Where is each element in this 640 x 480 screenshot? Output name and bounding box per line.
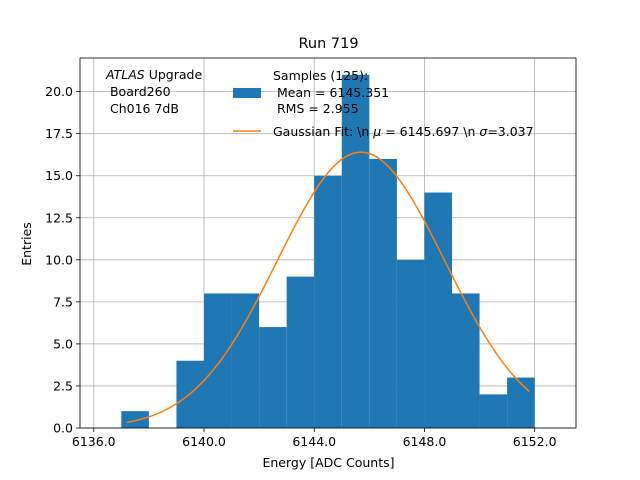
annotation-atlas: ATLAS bbox=[105, 67, 145, 82]
legend-fit-middle: = 6145.697 \n bbox=[381, 124, 479, 139]
y-tick-label: 0.0 bbox=[53, 421, 73, 436]
x-axis-ticks: 6136.0 6140.0 6144.0 6148.0 6152.0 bbox=[72, 428, 557, 449]
x-tick-label: 6140.0 bbox=[182, 434, 226, 449]
histogram-bar bbox=[314, 175, 342, 428]
histogram-bar bbox=[396, 259, 425, 428]
histogram-bar bbox=[452, 293, 480, 428]
annotation-line-1: ATLAS Upgrade bbox=[105, 67, 202, 82]
axes-frame bbox=[79, 57, 577, 429]
legend-fit-label: Gaussian Fit: \n μ = 6145.697 \n σ=3.037 bbox=[273, 124, 534, 139]
annotation-line-3: Ch016 7dB bbox=[106, 101, 179, 116]
legend-fit-suffix: =3.037 bbox=[487, 124, 533, 139]
y-axis-label: Entries bbox=[19, 222, 34, 266]
histogram-bars bbox=[121, 74, 535, 429]
y-tick-label: 12.5 bbox=[45, 210, 73, 225]
histogram-bar bbox=[231, 293, 260, 428]
gaussian-fit-layer bbox=[126, 151, 530, 424]
legend-fit-sigma: σ bbox=[479, 124, 488, 139]
legend: Samples (125): Mean = 6145.351 RMS = 2.9… bbox=[233, 68, 534, 139]
y-tick-label: 20.0 bbox=[45, 84, 73, 99]
histogram-bar bbox=[121, 411, 149, 428]
y-tick-label: 10.0 bbox=[45, 252, 73, 267]
y-tick-label: 5.0 bbox=[53, 336, 73, 351]
histogram-bar bbox=[341, 74, 370, 429]
y-tick-label: 2.5 bbox=[53, 378, 73, 393]
x-tick-label: 6136.0 bbox=[72, 434, 116, 449]
x-tick-label: 6152.0 bbox=[513, 434, 557, 449]
histogram-bar bbox=[424, 192, 452, 428]
x-axis-label: Energy [ADC Counts] bbox=[262, 455, 394, 470]
histogram-bar bbox=[204, 293, 232, 428]
y-tick-label: 7.5 bbox=[53, 294, 73, 309]
legend-hist-line-2: Mean = 6145.351 bbox=[273, 85, 389, 100]
histogram-bar bbox=[507, 377, 535, 428]
axes bbox=[79, 57, 577, 429]
chart-title: Run 719 bbox=[298, 36, 358, 52]
legend-hist-swatch bbox=[233, 88, 261, 98]
annotation-line-2: Board260 bbox=[106, 84, 171, 99]
legend-fit-mu: μ bbox=[372, 124, 381, 139]
histogram-bar bbox=[479, 394, 508, 428]
y-tick-label: 15.0 bbox=[45, 168, 73, 183]
histogram-bar bbox=[369, 158, 397, 428]
y-axis-ticks: 0.0 2.5 5.0 7.5 10.0 12.5 15.0 17.5 20.0 bbox=[45, 84, 80, 436]
gaussian-fit-curve bbox=[126, 151, 530, 424]
histogram-bar bbox=[286, 276, 315, 428]
legend-hist-line-1: Samples (125): bbox=[273, 68, 368, 83]
histogram-bar bbox=[259, 327, 287, 428]
legend-hist-line-3: RMS = 2.955 bbox=[273, 101, 359, 116]
x-tick-label: 6144.0 bbox=[292, 434, 336, 449]
atlas-annotation: ATLAS Upgrade Board260 Ch016 7dB bbox=[105, 67, 202, 116]
y-tick-label: 17.5 bbox=[45, 126, 73, 141]
x-tick-label: 6148.0 bbox=[403, 434, 447, 449]
annotation-upgrade: Upgrade bbox=[145, 67, 203, 82]
legend-fit-prefix: Gaussian Fit: \n bbox=[273, 124, 373, 139]
